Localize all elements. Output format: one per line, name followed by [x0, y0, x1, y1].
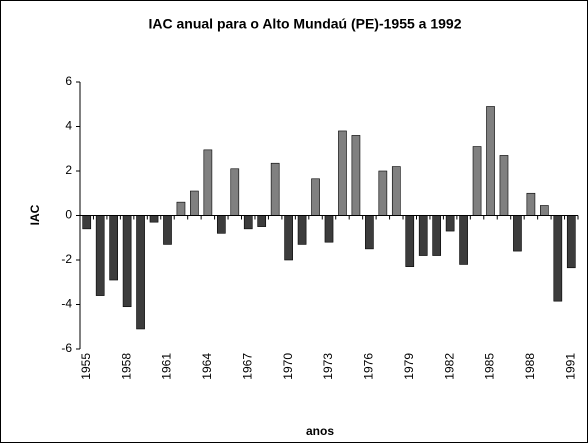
bar: [190, 190, 199, 216]
x-tick-label: 1979: [402, 353, 416, 380]
bar: [122, 215, 132, 308]
bar: [284, 215, 293, 261]
y-tick-label: -4: [61, 297, 72, 311]
x-tick-label: 1955: [79, 353, 93, 380]
bar: [351, 135, 361, 216]
bar: [216, 215, 226, 234]
bar: [445, 215, 455, 232]
bar: [459, 215, 468, 265]
bar: [553, 215, 563, 302]
bar: [472, 146, 482, 216]
bar: [109, 215, 118, 281]
y-tick-label: -2: [61, 252, 72, 266]
bar: [418, 215, 428, 256]
bar: [365, 215, 374, 250]
x-tick-label: 1976: [362, 353, 376, 380]
bar: [338, 130, 347, 216]
x-tick-label: 1973: [321, 353, 335, 380]
bar: [499, 155, 509, 216]
x-tick-label: 1970: [281, 353, 295, 380]
x-tick-label: 1958: [119, 353, 133, 380]
bar: [230, 168, 240, 216]
y-tick-label: 4: [65, 119, 72, 133]
y-tick-label: -6: [61, 341, 72, 355]
bar: [513, 215, 522, 252]
x-tick-label: 1967: [240, 353, 254, 380]
bar: [243, 215, 253, 230]
bar: [311, 178, 320, 216]
bar: [540, 205, 549, 216]
y-tick-label: 0: [65, 208, 72, 222]
bar: [297, 215, 307, 245]
bar: [405, 215, 415, 267]
bar: [136, 215, 145, 330]
bar: [526, 192, 536, 216]
bar: [95, 215, 105, 296]
bar: [566, 215, 576, 269]
bar: [486, 106, 495, 216]
y-axis-label: IAC: [28, 204, 42, 225]
x-tick-label: 1991: [563, 353, 577, 380]
bar: [163, 215, 172, 245]
chart-title: IAC anual para o Alto Mundaú (PE)-1955 a…: [148, 16, 461, 32]
bar: [270, 162, 280, 216]
bar: [432, 215, 442, 256]
bar: [391, 166, 401, 216]
bar: [176, 201, 186, 216]
bar: [378, 170, 388, 216]
x-tick-label: 1961: [160, 353, 174, 380]
bar: [324, 215, 334, 243]
y-tick-label: 6: [65, 74, 72, 88]
x-axis-label: anos: [306, 424, 334, 438]
x-tick-label: 1985: [483, 353, 497, 380]
bar: [257, 215, 267, 227]
y-tick-label: 2: [65, 163, 72, 177]
bar: [149, 215, 159, 223]
bar: [82, 215, 92, 230]
x-tick-label: 1988: [523, 353, 537, 380]
x-tick-label: 1964: [200, 353, 214, 380]
bar: [203, 149, 213, 216]
x-tick-label: 1982: [442, 353, 456, 380]
